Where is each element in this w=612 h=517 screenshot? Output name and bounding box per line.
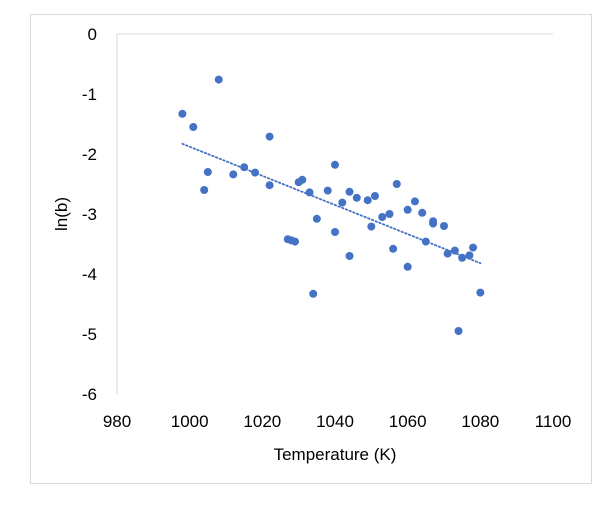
data-point	[331, 160, 339, 169]
data-point	[189, 123, 198, 131]
data-point	[240, 163, 249, 172]
data-point	[403, 262, 412, 271]
y-tick-label: -3	[82, 205, 97, 224]
data-point	[265, 181, 274, 190]
data-point	[454, 327, 463, 335]
data-point	[305, 188, 314, 197]
x-tick-label: 1040	[316, 412, 354, 431]
data-point	[410, 197, 419, 206]
data-point	[214, 75, 223, 84]
data-point	[469, 243, 478, 252]
data-point	[389, 244, 398, 253]
data-point	[178, 109, 187, 118]
data-point	[265, 132, 274, 141]
data-point	[421, 237, 430, 246]
data-point	[309, 289, 318, 298]
data-point	[363, 196, 372, 205]
data-point	[203, 168, 212, 176]
data-point	[251, 168, 260, 177]
x-tick-label: 1100	[535, 412, 572, 431]
data-point	[440, 222, 448, 230]
y-tick-label: -4	[82, 265, 97, 284]
y-tick-label: 0	[88, 25, 97, 44]
y-tick-label: -1	[82, 85, 97, 104]
data-point	[291, 237, 300, 246]
x-tick-label: 1060	[389, 412, 427, 431]
chart-frame	[30, 14, 592, 484]
x-tick-label: 980	[103, 412, 131, 431]
data-point	[450, 246, 459, 255]
data-point	[338, 198, 347, 207]
data-point	[229, 170, 238, 179]
data-points	[178, 75, 485, 335]
data-point	[312, 214, 321, 223]
x-tick-label: 1020	[243, 412, 281, 431]
x-tick-labels: 980 1000 1020 1040 1060 1080 1100	[103, 412, 571, 431]
data-point	[385, 210, 394, 218]
data-point	[392, 180, 401, 188]
data-point	[331, 228, 339, 236]
x-axis-title: Temperature (K)	[274, 445, 397, 464]
data-point	[458, 253, 467, 262]
data-point	[378, 213, 387, 221]
data-point	[200, 186, 209, 194]
data-point	[298, 175, 307, 184]
data-point	[476, 288, 485, 297]
x-tick-label: 1000	[171, 412, 209, 431]
data-point	[429, 219, 438, 228]
y-tick-labels: 0 -1 -2 -3 -4 -5 -6	[82, 25, 97, 404]
data-point	[367, 222, 376, 231]
data-point	[465, 251, 474, 260]
y-tick-label: -5	[82, 325, 97, 344]
data-point	[418, 208, 427, 217]
y-tick-label: -6	[82, 385, 97, 404]
trendline-line	[181, 142, 482, 265]
data-point	[323, 186, 332, 195]
data-point	[345, 187, 354, 196]
y-tick-label: -2	[82, 145, 97, 164]
data-point	[403, 205, 412, 214]
data-point	[443, 249, 452, 258]
trendline	[181, 142, 482, 265]
data-point	[345, 252, 354, 260]
x-tick-label: 1080	[461, 412, 499, 431]
y-axis-title: ln(b)	[52, 197, 71, 231]
data-point	[352, 193, 361, 202]
data-point	[370, 192, 379, 200]
